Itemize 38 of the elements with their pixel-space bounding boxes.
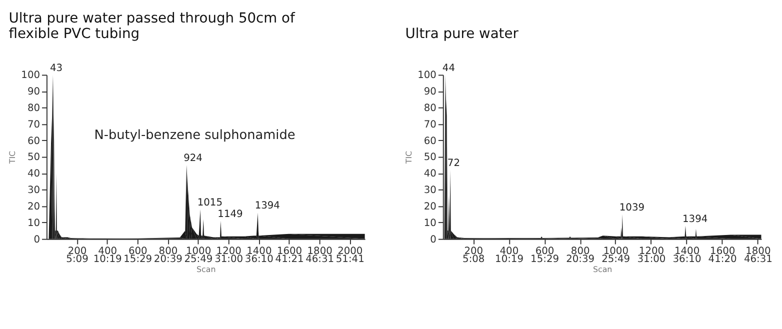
annotation: N-butyl-benzene sulphonamide [94, 128, 296, 143]
annotation: 44 [442, 62, 456, 74]
y-tick-label: 20 [27, 201, 40, 212]
annotation: 1394 [682, 214, 708, 225]
y-tick-label: 30 [27, 185, 40, 196]
y-tick-label: 10 [424, 218, 436, 229]
y-axis-title: TIC [404, 150, 414, 165]
y-tick-label: 90 [27, 86, 40, 98]
annotation: 1149 [218, 208, 243, 220]
annotation: 1015 [197, 197, 223, 208]
y-tick-label: 20 [424, 201, 436, 212]
chart-title: Ultra pure water passed through 50cm of flexible PVC tubing [8, 10, 296, 42]
y-tick-label: 40 [424, 168, 436, 180]
annotation: 924 [184, 153, 202, 164]
y-tick-label: 60 [27, 136, 40, 147]
y-tick-label: 30 [424, 185, 436, 196]
y-tick-label: 0 [34, 234, 40, 246]
y-tick-label: 90 [424, 86, 436, 98]
annotation: 1394 [254, 200, 280, 212]
y-tick-label: 70 [27, 119, 40, 130]
y-axis-title: TIC [8, 150, 18, 165]
annotation: 43 [50, 62, 63, 74]
y-tick-label: 100 [21, 70, 40, 82]
annotation: 1039 [619, 202, 645, 214]
y-tick-label: 50 [27, 152, 40, 164]
y-tick-label: 50 [424, 152, 436, 164]
y-tick-label: 70 [424, 119, 436, 130]
y-tick-label: 60 [424, 136, 436, 147]
y-tick-label: 10 [27, 218, 40, 229]
y-tick-label: 100 [418, 70, 436, 82]
x-axis-title: Scan [592, 264, 612, 274]
chart-title: Ultra pure water [405, 26, 519, 42]
y-tick-label: 80 [424, 103, 436, 114]
y-tick-label: 40 [27, 168, 40, 180]
annotation: 72 [447, 158, 460, 169]
y-tick-label: 80 [27, 103, 40, 114]
y-tick-label: 0 [430, 234, 436, 246]
x-axis-title: Scan [196, 264, 216, 274]
